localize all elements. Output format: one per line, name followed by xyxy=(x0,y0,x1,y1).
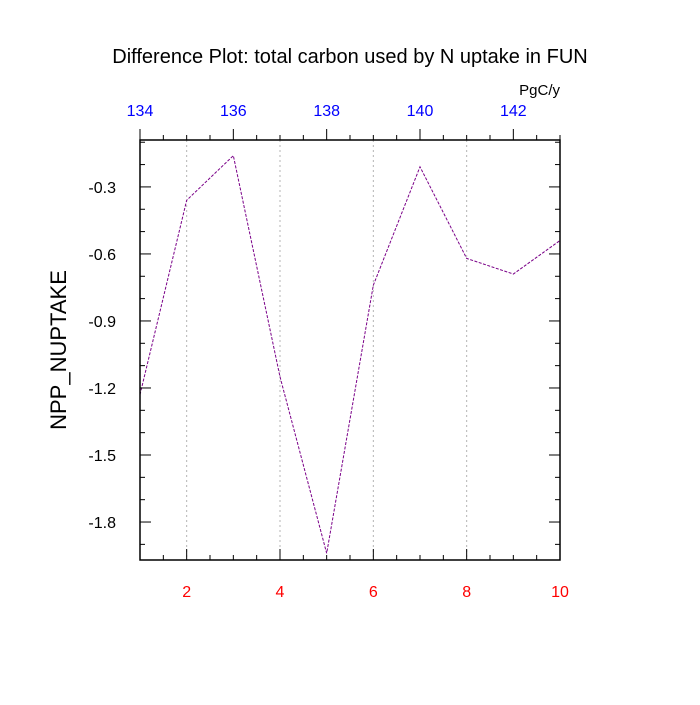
y-tick-label: -1.8 xyxy=(88,515,116,532)
chart-title: Difference Plot: total carbon used by N … xyxy=(112,46,587,68)
y-tick-label: -1.2 xyxy=(88,381,116,398)
grid-lines xyxy=(186,140,468,560)
x-tick-label: 6 xyxy=(369,584,378,601)
y-tick-label: -0.6 xyxy=(88,247,116,264)
y-axis-label: NPP_NUPTAKE xyxy=(46,270,71,430)
plot-frame xyxy=(139,139,561,561)
x-tick-label: 8 xyxy=(462,584,471,601)
y-tick-label: -0.9 xyxy=(88,314,116,331)
tick-group: 2 4 6 8 10 134 136 138 140 142 -0.3 -0.6 -0.9 -1.2 -1.… xyxy=(88,103,569,601)
series-line xyxy=(139,154,561,554)
x-tick-label: 4 xyxy=(276,584,285,601)
top-tick-label: 138 xyxy=(313,103,340,120)
top-tick-label: 140 xyxy=(407,103,434,120)
top-axis-unit: PgC/y xyxy=(519,82,560,99)
top-tick-label: 136 xyxy=(220,103,247,120)
series-group xyxy=(139,154,561,554)
top-tick-label: 134 xyxy=(127,103,154,120)
top-tick-label: 142 xyxy=(500,103,527,120)
x-tick-label: 2 xyxy=(182,584,191,601)
y-tick-label: -0.3 xyxy=(88,180,116,197)
x-tick-label: 10 xyxy=(551,584,569,601)
y-tick-label: -1.5 xyxy=(88,448,116,465)
